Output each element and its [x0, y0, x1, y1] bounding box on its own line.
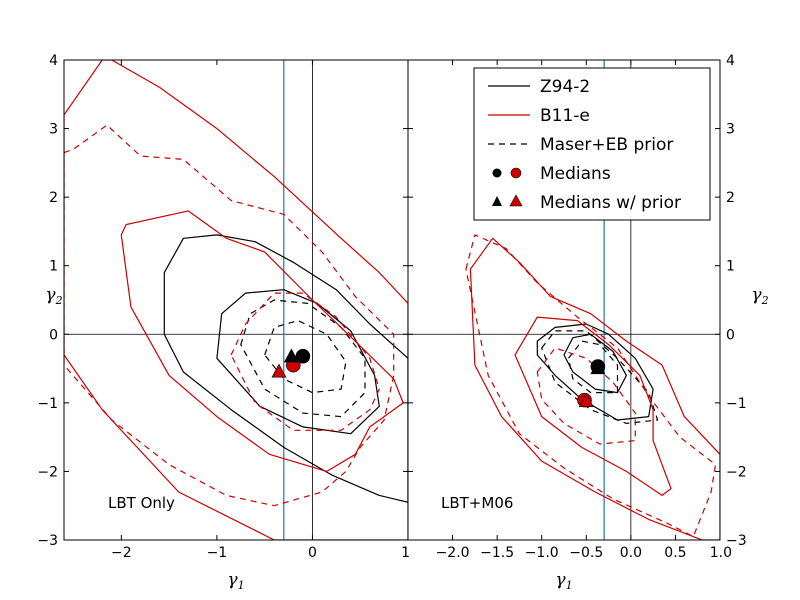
lbt-only-xtick-label: 1: [401, 545, 410, 561]
lbt-m06-contour-z94-2-dashed-inner: [567, 340, 619, 394]
panel-lbt-m06-label: LBT+M06: [441, 494, 513, 512]
lbt-only-contour-z94-2-dashed-inner: [264, 320, 347, 394]
lbt-m06-xtick-label: 0.0: [620, 545, 642, 561]
lbt-only-ytick-label: 4: [49, 53, 58, 69]
lbt-m06-xtick-label: 1.0: [710, 545, 732, 561]
lbt-m06-ytick-label: 1: [726, 259, 735, 275]
lbt-m06-xtick-label: −1.0: [525, 545, 559, 561]
lbt-only-ytick-label: −3: [37, 533, 58, 549]
lbt-m06-contour-z94-2-dashed-outer: [541, 330, 659, 424]
lbt-only-ytick-label: 2: [49, 190, 58, 206]
lbt-only-xtick-label: −1: [207, 545, 228, 561]
lbt-m06-ytick-label: 0: [726, 327, 735, 343]
lbt-m06-contour-b11-e-dashed-inner: [536, 347, 636, 445]
lbt-only-median-z94-2-triangle: [283, 348, 299, 363]
legend-marker-medians-prior-red: [509, 194, 523, 207]
lbt-only-ytick-label: −1: [37, 396, 58, 412]
lbt-only-median-b11-e-triangle: [271, 363, 287, 378]
lbt-only-ytick-label: 0: [49, 327, 58, 343]
panel-lbt-only-ticks: −2 −1 0 1 −3 −2 −1 0 1 2 3 4: [37, 53, 410, 561]
legend-label-b11-e: B11-e: [540, 106, 590, 126]
lbt-m06-contour-b11-e-solid-outer: [469, 237, 720, 540]
panel-lbt-m06: −2.0 −1.5 −1.0 −0.5 0.0 0.5 1.0−3 −2 −1 0 1 2 3 4 LBT…: [407, 53, 747, 561]
panel-lbt-only: −2 −1 0 1 −3 −2 −1 0 1 2 3 4 LBT Only: [37, 53, 410, 561]
panel-lbt-m06-ticks: −2.0 −1.5 −1.0 −0.5 0.0 0.5 1.0−3 −2 −1 0 1 2 3 4: [408, 53, 747, 561]
lbt-m06-xtick-label: −2.0: [436, 545, 470, 561]
lbt-m06-ytick-label: 3: [726, 122, 735, 138]
lbt-only-xtick-label: 0: [308, 545, 317, 561]
lbt-m06-xtick-label: 0.5: [664, 545, 686, 561]
panel-lbt-only-label: LBT Only: [108, 494, 175, 512]
lbt-only-contour-b11-e-solid-outer: [64, 60, 408, 540]
lbt-m06-median-z94-2-triangle: [590, 360, 606, 375]
lbt-m06-contour-z94-2-solid-outer: [536, 323, 654, 421]
legend-label-maser-prior: Maser+EB prior: [540, 135, 673, 155]
lbt-m06-median-b11-e-triangle: [578, 393, 594, 407]
lbt-only-contour-z94-2-solid-outer: [163, 234, 408, 503]
lbt-m06-xtick-label: −0.5: [569, 545, 603, 561]
lbt-m06-contour-b11-e-dashed-outer: [465, 234, 717, 538]
lbt-m06-contour-b11-e-solid-inner: [514, 316, 672, 496]
legend-label-medians: Medians: [540, 164, 611, 184]
panel-lbt-m06-frame: [407, 59, 721, 541]
legend-marker-medians-prior-black: [492, 196, 502, 206]
lbt-only-xtick-label: −2: [111, 545, 132, 561]
legend-marker-medians-black: [492, 168, 502, 178]
lbt-only-ytick-label: 3: [49, 122, 58, 138]
lbt-only-contour-z94-2-solid-inner: [216, 289, 380, 435]
legend-label-medians-prior: Medians w/ prior: [540, 193, 681, 213]
legend: Z94-2 B11-e Maser+EB prior Medians Media…: [473, 67, 711, 221]
lbt-only-contour-b11-e-dashed-inner: [230, 292, 380, 431]
lbt-only-ytick-label: −2: [37, 464, 58, 480]
lbt-m06-xtick-label: −1.5: [480, 545, 514, 561]
lbt-only-ytick-label: 1: [49, 259, 58, 275]
legend-label-z94-2: Z94-2: [540, 77, 590, 97]
lbt-m06-ytick-label: −3: [726, 533, 747, 549]
lbt-only-contour-b11-e-dashed-outer: [64, 124, 395, 507]
lbt-only-median-z94-2-circle: [295, 348, 311, 364]
panel-lbt-only-contours: [64, 60, 408, 540]
legend-marker-medians-red: [510, 167, 522, 179]
lbt-m06-ytick-label: 4: [726, 53, 735, 69]
lbt-m06-contour-z94-2-solid-inner: [563, 333, 628, 394]
lbt-only-plot-area: [64, 60, 408, 540]
lbt-m06-ytick-label: 2: [726, 190, 735, 206]
lbt-m06-ytick-label: −2: [726, 464, 747, 480]
lbt-m06-ytick-label: −1: [726, 396, 747, 412]
